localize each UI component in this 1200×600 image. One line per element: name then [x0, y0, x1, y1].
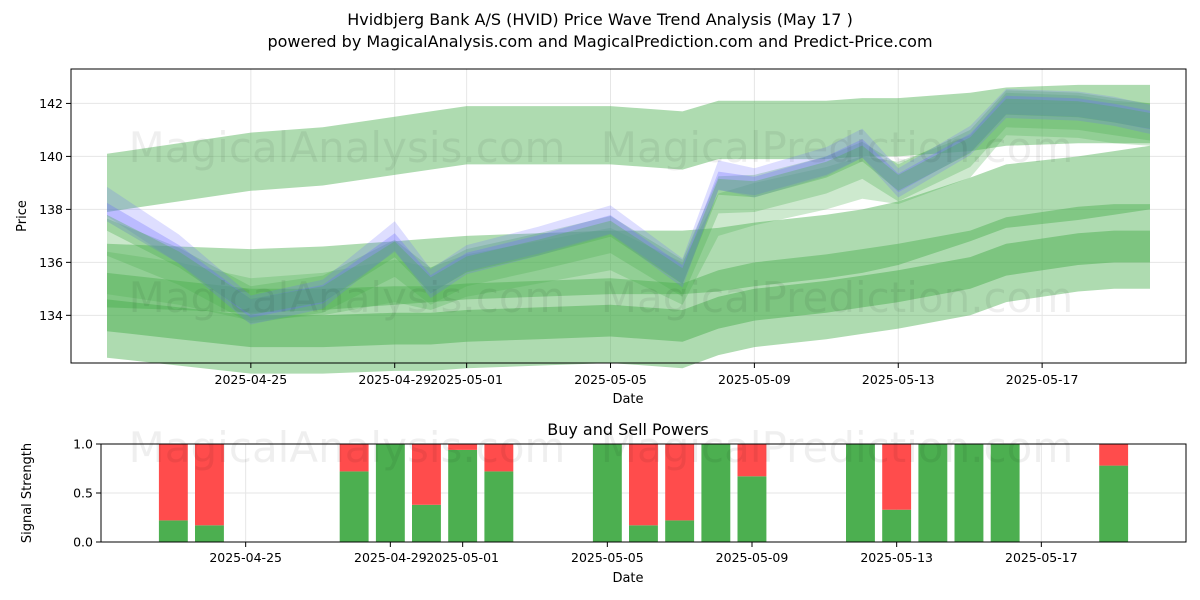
price-x-tick-label: 2025-05-17 — [1006, 372, 1079, 387]
signal-axis-ticks: 2025-04-25 2025-04-29 2025-05-01 2025-05-05… — [73, 437, 1078, 566]
sell-bar — [665, 444, 695, 521]
wave-band-mid — [107, 90, 1150, 324]
buy-bar — [990, 444, 1020, 542]
sell-bar — [339, 444, 369, 472]
lower-channel-band — [107, 230, 1150, 348]
signal-x-tick-label: 2025-05-13 — [860, 550, 933, 565]
price-y-tick-label: 142 — [39, 96, 63, 111]
watermark-prediction-top: MagicalPrediction.com — [601, 123, 1074, 172]
price-x-axis-label: Date — [612, 392, 643, 407]
sell-bar — [484, 444, 514, 472]
sell-bar — [158, 444, 188, 521]
buy-bar — [918, 444, 948, 542]
price-wave-green — [107, 98, 1150, 315]
price-bands — [107, 84, 1150, 374]
price-y-tick-label: 138 — [39, 202, 63, 217]
price-wave-core — [107, 95, 1150, 318]
buy-bar — [484, 471, 514, 542]
price-x-tick-label: 2025-05-13 — [862, 372, 935, 387]
buy-bar — [954, 444, 984, 542]
sell-bar — [195, 444, 224, 526]
chart-subtitle: powered by MagicalAnalysis.com and Magic… — [267, 32, 932, 51]
signal-y-tick-label: 0.5 — [73, 486, 93, 501]
sell-bar — [412, 444, 441, 505]
signal-x-tick-label: 2025-05-01 — [426, 550, 499, 565]
sell-bar — [737, 444, 767, 477]
buy-bar — [701, 444, 731, 542]
buy-bar — [846, 444, 875, 542]
watermark-prediction-mid: MagicalPrediction.com — [601, 273, 1074, 322]
signal-bars — [158, 444, 1129, 542]
price-y-tick-label: 140 — [39, 149, 63, 164]
watermark-analysis-top: MagicalAnalysis.com — [129, 123, 566, 172]
sell-bar — [629, 444, 658, 526]
signal-y-axis-label: Signal Strength — [20, 443, 35, 543]
buy-bar — [737, 476, 767, 542]
price-wave-halo — [107, 88, 1150, 325]
signal-x-tick-label: 2025-05-17 — [1005, 550, 1078, 565]
signal-panel-title: Buy and Sell Powers — [547, 420, 709, 439]
sell-bar — [1099, 444, 1129, 466]
buy-bar — [339, 471, 369, 542]
watermark-prediction-bottom: MagicalPrediction.com — [601, 423, 1074, 472]
buy-bar — [448, 449, 478, 542]
signal-x-tick-label: 2025-05-09 — [716, 550, 789, 565]
price-y-tick-label: 136 — [39, 255, 63, 270]
upper-channel-band — [107, 84, 1150, 212]
price-x-tick-label: 2025-04-29 — [358, 372, 431, 387]
signal-x-tick-label: 2025-04-29 — [354, 550, 427, 565]
signal-panel: Buy and Sell Powers MagicalAnalysis.com … — [20, 420, 1187, 586]
signal-y-tick-label: 0.0 — [73, 535, 93, 550]
buy-bar — [158, 520, 188, 542]
sell-bar — [448, 444, 478, 450]
chart-title: Hvidbjerg Bank A/S (HVID) Price Wave Tre… — [347, 10, 853, 29]
price-x-tick-label: 2025-04-25 — [215, 372, 288, 387]
price-x-tick-label: 2025-05-01 — [430, 372, 503, 387]
middle-channel-band — [107, 145, 1150, 313]
signal-x-tick-label: 2025-05-05 — [571, 550, 644, 565]
wave-band-outer — [107, 92, 1150, 321]
watermark-analysis-bottom: MagicalAnalysis.com — [129, 423, 566, 472]
buy-bar — [195, 525, 224, 542]
price-x-tick-label: 2025-05-05 — [574, 372, 647, 387]
price-axes-frame — [70, 68, 1187, 364]
buy-bar — [629, 525, 658, 542]
price-x-tick-label: 2025-05-09 — [718, 372, 791, 387]
sell-bar — [882, 444, 912, 510]
signal-x-axis-label: Date — [612, 571, 643, 586]
signal-x-tick-label: 2025-04-25 — [209, 550, 282, 565]
buy-bar — [592, 444, 622, 542]
buy-bar — [375, 444, 405, 542]
buy-bar — [665, 520, 695, 542]
price-y-tick-label: 134 — [39, 308, 63, 323]
price-panel: MagicalAnalysis.com MagicalPrediction.co… — [15, 68, 1187, 407]
watermark-analysis-mid: MagicalAnalysis.com — [129, 273, 566, 322]
buy-bar — [882, 509, 912, 542]
buy-bar — [1099, 465, 1129, 542]
price-axis-ticks: 2025-04-25 2025-04-29 2025-05-01 2025-05-05… — [39, 96, 1078, 387]
signal-y-tick-label: 1.0 — [73, 437, 93, 452]
price-y-axis-label: Price — [15, 200, 30, 232]
buy-bar — [412, 504, 441, 542]
